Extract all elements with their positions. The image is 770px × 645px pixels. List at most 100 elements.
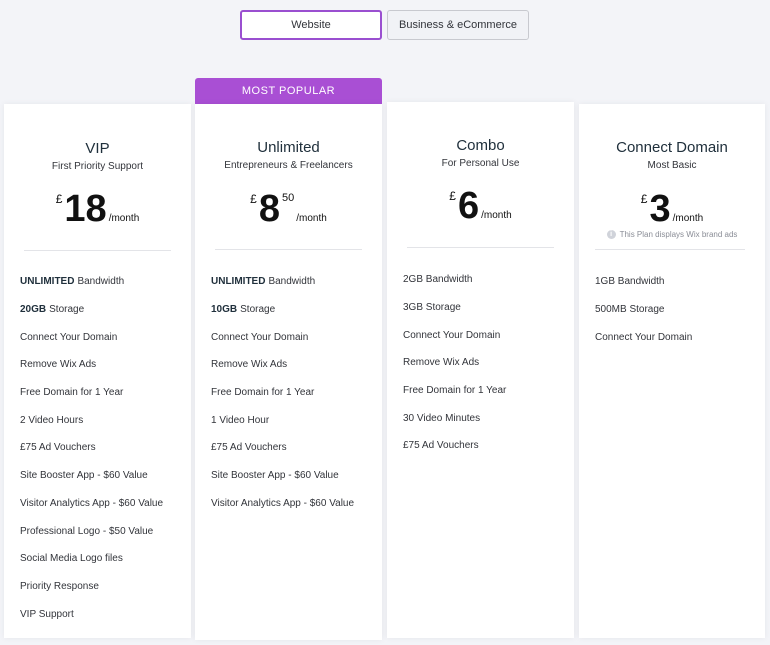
currency-symbol: £ [640,192,648,206]
plan-price: £ 6 /month [387,187,574,225]
plan-name: Unlimited [257,139,320,156]
feature-text: 2GB Bandwidth [403,274,473,286]
most-popular-badge: MOST POPULAR [195,78,382,104]
tab-business-ecommerce[interactable]: Business & eCommerce [387,10,529,40]
feature-text: £75 Ad Vouchers [403,440,479,452]
feature-highlight: 10GB [211,304,238,316]
plan-card-vip[interactable]: VIP First Priority Support £ 18 /month U… [4,104,191,638]
feature-item: Visitor Analytics App - $60 Value [20,490,183,518]
currency-symbol: £ [449,189,456,203]
feature-text: Storage [49,304,85,316]
feature-text: 500MB Storage [595,304,665,316]
feature-item: Free Domain for 1 Year [20,379,183,407]
feature-item: 3GB Storage [403,294,566,322]
price-amount: 8 [258,188,280,230]
divider [595,249,745,250]
feature-text: £75 Ad Vouchers [211,442,287,454]
feature-item: Social Media Logo files [20,545,183,573]
feature-item: £75 Ad Vouchers [211,434,374,462]
feature-item: 1 Video Hour [211,406,374,434]
price-period: /month [296,213,327,224]
feature-text: Visitor Analytics App - $60 Value [211,497,355,509]
tab-website[interactable]: Website [240,10,382,40]
feature-item: 20GB Storage [20,296,183,324]
feature-item: 10GB Storage [211,296,374,324]
feature-text: Remove Wix Ads [403,357,480,369]
price-period: /month [672,213,704,224]
plan-card-unlimited[interactable]: Unlimited Entrepreneurs & Freelancers £ … [195,104,382,640]
feature-list: UNLIMITED Bandwidth 20GB Storage Connect You… [20,268,183,628]
feature-text: Remove Wix Ads [211,359,288,371]
feature-text: Bandwidth [77,276,125,288]
brand-ads-note-text: This Plan displays Wix brand ads [619,230,738,239]
feature-list: 2GB Bandwidth 3GB Storage Connect Your Dom… [403,266,566,460]
feature-item: Priority Response [20,573,183,601]
feature-text: Free Domain for 1 Year [20,387,124,399]
feature-item: Professional Logo - $50 Value [20,517,183,545]
plan-subtitle: For Personal Use [441,158,520,169]
plan-price: £ 3 /month [579,190,765,228]
plan-card-combo[interactable]: Combo For Personal Use £ 6 /month 2GB Ba… [387,102,574,638]
feature-text: £75 Ad Vouchers [20,442,96,454]
feature-text: Storage [240,304,276,316]
price-period: /month [108,213,140,224]
feature-item: £75 Ad Vouchers [403,432,566,460]
feature-item: Site Booster App - $60 Value [211,462,374,490]
feature-text: Remove Wix Ads [20,359,97,371]
feature-item: 30 Video Minutes [403,404,566,432]
feature-list: 1GB Bandwidth 500MB Storage Connect Your D… [595,268,757,351]
info-icon: i [606,230,616,239]
feature-item: Connect Your Domain [595,323,757,351]
feature-highlight: UNLIMITED [20,276,75,288]
price-amount: 18 [64,188,107,230]
divider [215,249,362,250]
feature-text: 1GB Bandwidth [595,276,665,288]
plan-subtitle: Entrepreneurs & Freelancers [224,160,353,171]
feature-item: UNLIMITED Bandwidth [211,268,374,296]
feature-text: 3GB Storage [403,302,461,314]
feature-text: Connect Your Domain [595,331,693,343]
feature-text: Site Booster App - $60 Value [211,470,339,482]
feature-text: 30 Video Minutes [403,412,481,424]
feature-text: Bandwidth [268,276,316,288]
currency-symbol: £ [250,192,257,206]
feature-item: 2 Video Hours [20,406,183,434]
divider [407,247,554,248]
feature-item: Remove Wix Ads [211,351,374,379]
feature-list: UNLIMITED Bandwidth 10GB Storage Connect You… [211,268,374,517]
feature-text: Visitor Analytics App - $60 Value [20,497,164,509]
plan-name: VIP [85,140,110,157]
price-period: /month [481,210,512,221]
plan-subtitle: First Priority Support [51,161,144,172]
price-cents: 50 [282,192,295,204]
feature-text: VIP Support [20,608,74,620]
plan-card-connect-domain[interactable]: Connect Domain Most Basic £ 3 /month i T… [579,104,765,638]
price-amount: 6 [457,185,480,227]
plan-name: Connect Domain [616,139,728,156]
feature-item: Free Domain for 1 Year [211,379,374,407]
feature-text: Free Domain for 1 Year [211,387,315,399]
plan-subtitle: Most Basic [647,160,697,171]
feature-text: Social Media Logo files [20,553,123,565]
feature-item: 2GB Bandwidth [403,266,566,294]
feature-item: 1GB Bandwidth [595,268,757,296]
feature-text: Site Booster App - $60 Value [20,470,148,482]
feature-text: 1 Video Hour [211,414,270,426]
divider [24,250,171,251]
brand-ads-note: i This Plan displays Wix brand ads [579,230,765,239]
feature-item: Connect Your Domain [403,321,566,349]
plan-type-tabs: Website Business & eCommerce [240,10,529,40]
feature-text: Connect Your Domain [20,331,118,343]
currency-symbol: £ [55,192,63,206]
feature-item: Visitor Analytics App - $60 Value [211,490,374,518]
plan-price: £ 8 50 /month [195,190,382,228]
feature-item: Connect Your Domain [20,323,183,351]
plan-price: £ 18 /month [4,190,191,228]
feature-item: £75 Ad Vouchers [20,434,183,462]
feature-text: Free Domain for 1 Year [403,385,507,397]
feature-text: Professional Logo - $50 Value [20,525,154,537]
plan-name: Combo [456,137,505,154]
feature-text: Connect Your Domain [403,329,501,341]
price-amount: 3 [649,188,671,230]
feature-item: Connect Your Domain [211,323,374,351]
